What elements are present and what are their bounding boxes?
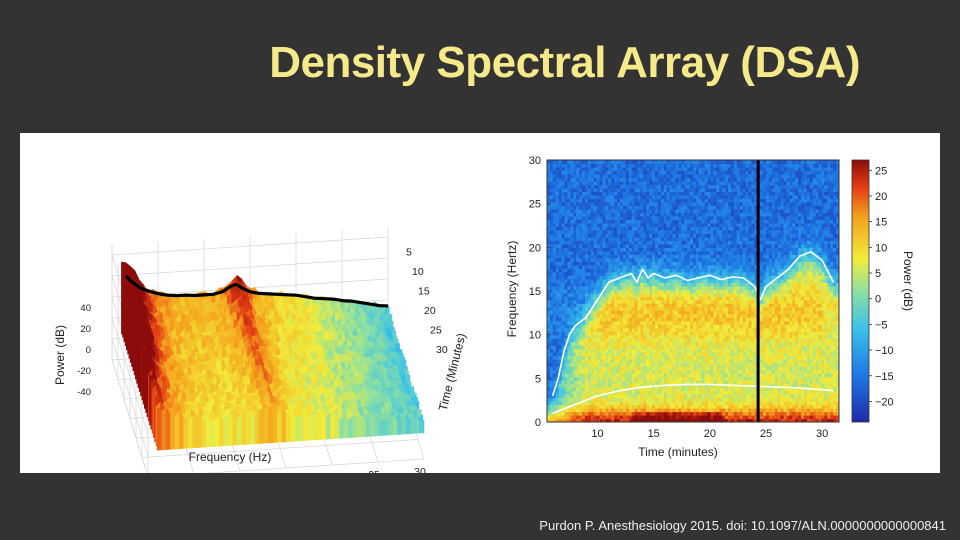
heatmap-x-tick: 30 (816, 428, 828, 440)
citation: Purdon P. Anesthesiology 2015. doi: 10.1… (539, 518, 946, 533)
colorbar-ticks: 25 20 15 10 5 0 −5 −10 −15 −20 (869, 165, 894, 408)
surface-y-tick: -40 (77, 387, 91, 398)
surface-y-tick: 20 (80, 324, 91, 335)
surface-z-tick: 20 (424, 305, 436, 317)
surface-z-tick: 5 (406, 247, 412, 259)
heatmap-y-tick: 0 (535, 417, 541, 429)
colorbar-tick: 10 (875, 242, 887, 254)
colorbar-tick: 25 (875, 165, 887, 177)
colorbar-tick: −20 (875, 396, 894, 408)
surface-x-tick: 20 (322, 472, 334, 473)
heatmap-upper-edge-line (551, 250, 835, 397)
colorbar-tick: 15 (875, 217, 887, 229)
surface-y-tick: 40 (80, 303, 91, 314)
heatmap-x-tick: 20 (704, 428, 716, 440)
heatmap-y-ticks: 0 5 10 15 20 25 30 (529, 155, 551, 429)
surface-z-tick: 30 (436, 344, 448, 356)
heatmap-y-tick: 10 (529, 330, 541, 342)
colorbar-tick: −15 (875, 371, 894, 383)
surface-3d-chart: 0 510 15 20 25 30 40 20 0 -20 -40 510 15 20 25 30 Fre… (53, 226, 469, 473)
surface-x-tick: 25 (368, 469, 380, 473)
heatmap-y-tick: 20 (529, 242, 541, 254)
heatmap-xlabel: Time (minutes) (638, 445, 718, 459)
heatmap-lower-edge-line (552, 383, 834, 415)
surface-y-tick: 0 (86, 345, 91, 356)
surface-z-ticks: 510 15 20 25 30 (406, 247, 448, 357)
colorbar (851, 159, 870, 423)
heatmap-x-tick: 25 (760, 428, 772, 440)
surface-ribbons (121, 261, 425, 451)
colorbar-tick: −5 (875, 319, 888, 331)
slide-title: Density Spectral Array (DSA) (269, 38, 860, 87)
colorbar-tick: 0 (875, 294, 881, 306)
heatmap-cells (547, 160, 839, 422)
heatmap-x-tick: 15 (648, 428, 660, 440)
heatmap-y-tick: 15 (529, 286, 541, 298)
colorbar-label: Power (dB) (901, 251, 915, 311)
surface-front-trace (124, 274, 389, 308)
heatmap-chart: 10 15 20 25 30 0 5 10 15 20 25 30 Time (minutes) F… (505, 155, 915, 459)
surface-z-tick: 10 (412, 266, 424, 278)
heatmap-ylabel: Frequency (Hertz) (505, 241, 519, 338)
surface-y-tick: -20 (77, 366, 91, 377)
surface-xlabel: Frequency (Hz) (189, 450, 272, 464)
heatmap-y-tick: 25 (529, 199, 541, 211)
colorbar-tick: 5 (875, 268, 881, 280)
heatmap-x-ticks: 10 15 20 25 30 (591, 418, 828, 440)
heatmap-y-tick: 5 (535, 373, 541, 385)
surface-y-ticks: 40 20 0 -20 -40 (77, 303, 91, 398)
heatmap-y-tick: 30 (529, 155, 541, 167)
surface-z-tick: 15 (418, 286, 430, 298)
heatmap-lines (551, 250, 835, 415)
surface-x-tick: 30 (414, 466, 426, 473)
colorbar-tick: 20 (875, 191, 887, 203)
colorbar-tick: −10 (875, 345, 894, 357)
heatmap-x-tick: 10 (591, 428, 603, 440)
surface-z-tick: 25 (430, 325, 442, 337)
surface-ylabel: Power (dB) (53, 325, 67, 385)
